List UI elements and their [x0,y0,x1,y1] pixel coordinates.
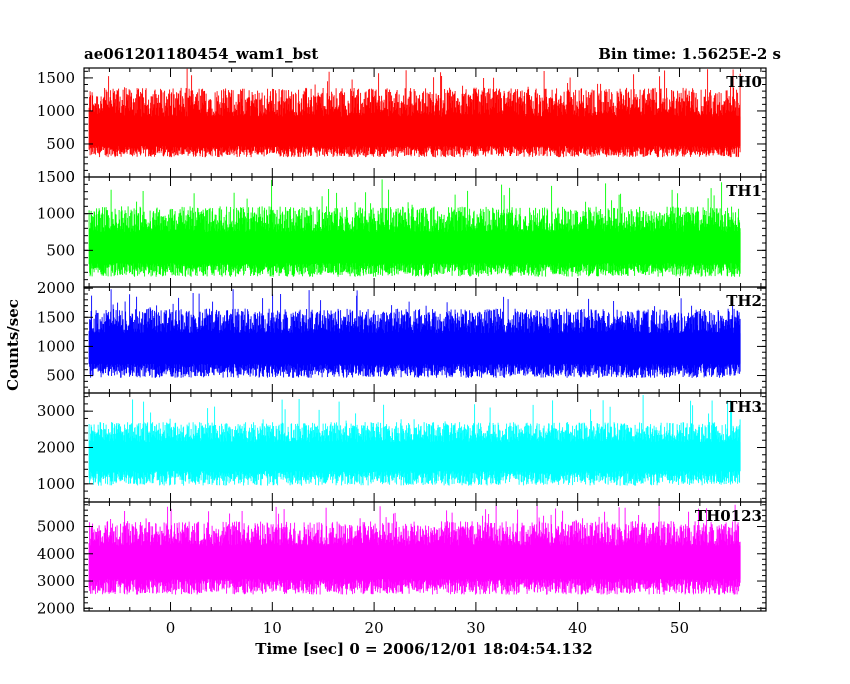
y-tick-label-th1: 500 [46,241,75,259]
bin-time-label: Bin time: 1.5625E-2 s [598,45,781,63]
y-tick-label-th2: 500 [46,367,75,385]
x-tick-label: 50 [670,619,689,637]
chart-title: ae061201180454_wam1_bst [84,45,318,63]
x-tick-label: 40 [568,619,587,637]
y-tick-label-th0: 500 [46,135,75,153]
y-tick-label-th0123: 2000 [37,599,75,617]
panel-label-th1: TH1 [726,182,762,200]
x-tick-label: 10 [263,619,282,637]
x-tick-label: 0 [166,619,176,637]
y-tick-label-th0: 0 [65,168,75,186]
panel-th2: 500 1000 1500 2000 TH2 [37,279,767,394]
panel-label-th2: TH2 [726,292,762,310]
series-th0-core [89,116,741,146]
y-tick-label-th3: 2000 [37,439,75,457]
y-tick-label-th3: 3000 [37,402,75,420]
y-tick-label-th0123: 3000 [37,572,75,590]
y-tick-label-th3: 1000 [37,475,75,493]
series-th3 [88,395,741,486]
y-tick-label-th0: 1500 [37,69,75,87]
y-tick-label-th1: 1500 [37,168,75,186]
panel-th0123: 2000 3000 4000 5000 TH0123 [37,501,767,617]
series-th3-core [89,442,741,471]
y-tick-label-th2: 1500 [37,308,75,326]
x-tick-label: 20 [365,619,384,637]
series-th1-core [89,232,741,263]
y-tick-label-th0123: 5000 [37,518,75,536]
y-axis-label: Counts/sec [4,299,22,391]
x-tick-label: 30 [466,619,485,637]
series-th2-core [89,333,741,364]
y-tick-label-th0: 1000 [37,102,75,120]
y-tick-label-th2: 1000 [37,337,75,355]
series-th0123-core [89,545,741,579]
panel-frame-th0123 [83,501,767,612]
panel-label-th0: TH0 [726,73,762,91]
panel-label-th3: TH3 [726,398,762,416]
panel-label-th0123: TH0123 [695,507,762,525]
y-tick-label-th1: 1000 [37,205,75,223]
y-tick-label-th0123: 4000 [37,545,75,563]
panel-th1: 500 1000 1500 TH1 [37,168,767,288]
panel-th3: 1000 2000 3000 TH3 [37,392,767,503]
panel-th0: 0 500 1000 1500 TH0 [37,67,767,186]
y-tick-label-th2: 2000 [37,279,75,297]
x-axis-label: Time [sec] 0 = 2006/12/01 18:04:54.132 [255,640,592,658]
